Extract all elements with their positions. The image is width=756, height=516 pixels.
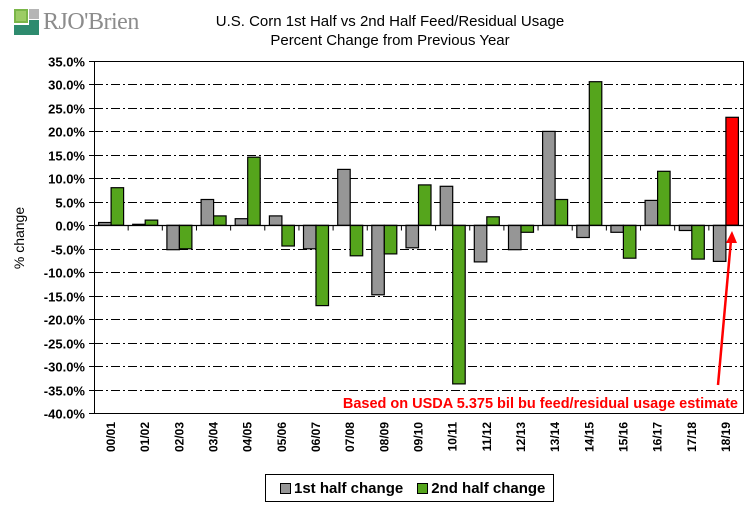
x-tick-label: 09/10 (412, 422, 426, 452)
bar-2nd-half (110, 187, 125, 226)
arrow-head-icon (726, 231, 737, 243)
x-tick-label: 16/17 (651, 422, 665, 452)
bar-1st-half (302, 224, 317, 250)
x-tick-label: 13/14 (548, 422, 562, 452)
x-tick-label: 05/06 (275, 422, 289, 452)
chart-subtitle: Percent Change from Previous Year (270, 32, 510, 49)
bar-1st-half (610, 224, 625, 233)
legend-item-2nd-half: 2nd half change (417, 480, 545, 497)
y-tick-label: -30.0% (44, 360, 86, 375)
bar-1st-half (405, 224, 420, 249)
x-tick-label: 02/03 (172, 422, 186, 452)
bars (97, 81, 740, 385)
bar-2nd-half (691, 224, 705, 260)
x-tick-label: 12/13 (514, 422, 528, 452)
x-tick-label: 18/19 (719, 422, 733, 452)
y-tick-label: -35.0% (44, 384, 86, 399)
x-tick-label: 07/08 (343, 422, 357, 452)
legend-swatch-2nd-half (417, 482, 429, 494)
plot-border (94, 61, 744, 414)
y-tick-label: -15.0% (44, 290, 86, 305)
bar-1st-half (371, 224, 385, 296)
x-tick-label: 01/02 (138, 422, 152, 452)
y-tick-label: -5.0% (51, 243, 85, 258)
y-tick-label: 20.0% (48, 125, 85, 140)
x-tick-label: 14/15 (582, 422, 596, 452)
bar-2nd-half (520, 224, 535, 233)
logo-text: RJO'Brien (43, 8, 139, 35)
rjobrien-logo: RJO'Brien (14, 8, 139, 36)
y-tick-label: -40.0% (44, 407, 86, 422)
legend-item-1st-half: 1st half change (280, 480, 403, 497)
bar-2nd-half (486, 216, 500, 226)
y-tick-label: 30.0% (48, 78, 85, 93)
bar-2nd-half (725, 116, 740, 226)
bar-2nd-half (144, 219, 159, 226)
bar-2nd-half (452, 224, 466, 385)
bar-2nd-half (247, 156, 261, 226)
bar-2nd-half (315, 224, 330, 307)
bar-1st-half (541, 130, 556, 226)
legend-label-1st-half: 1st half change (294, 479, 404, 497)
chart-title: U.S. Corn 1st Half vs 2nd Half Feed/Resi… (215, 13, 565, 30)
bar-1st-half (507, 224, 522, 251)
bar-1st-half (712, 224, 727, 263)
y-tick-label: 0.0% (55, 219, 85, 234)
y-tick-label: 10.0% (48, 172, 85, 187)
bar-2nd-half (554, 198, 569, 226)
y-tick-label: -10.0% (44, 266, 86, 281)
x-tick-label: 08/09 (377, 422, 391, 452)
bar-2nd-half (656, 170, 671, 226)
bar-2nd-half (213, 215, 227, 226)
y-tick-label: 15.0% (48, 149, 85, 164)
bar-1st-half (97, 221, 112, 226)
x-tick-label: 15/16 (616, 422, 630, 452)
x-tick-label: 06/07 (309, 422, 323, 452)
y-tick-label: 35.0% (48, 55, 85, 70)
bar-2nd-half (281, 224, 295, 247)
bar-1st-half (644, 199, 659, 226)
gridlines (94, 84, 743, 414)
axes (89, 61, 744, 414)
y-axis-label: % change (11, 207, 27, 269)
bar-1st-half (439, 185, 454, 226)
y-tick-label: -25.0% (44, 337, 86, 352)
bar-1st-half (268, 215, 283, 226)
annotation-text: Based on USDA 5.375 bil bu feed/residual… (343, 396, 738, 412)
chart-title-block: U.S. Corn 1st Half vs 2nd Half Feed/Resi… (180, 12, 600, 50)
arrow-shaft (716, 239, 733, 386)
bar-2nd-half (622, 224, 637, 259)
y-tick-label: 25.0% (48, 102, 85, 117)
y-tick-labels: 35.0% 30.0% 25.0% 20.0% 15.0% 10.0% 5.0% 0.0% -5… (44, 55, 86, 422)
x-tick-label: 10/11 (446, 422, 460, 452)
bar-2nd-half (178, 224, 193, 250)
y-tick-label: 5.0% (55, 196, 85, 211)
bar-1st-half (200, 198, 215, 226)
x-tick-label: 00/01 (104, 422, 118, 452)
bar-2nd-half (349, 224, 364, 257)
legend-label-2nd-half: 2nd half change (431, 479, 546, 497)
x-tick-label: 03/04 (207, 422, 221, 452)
x-tick-label: 17/18 (685, 422, 699, 452)
x-tick-label: 11/12 (480, 422, 494, 452)
legend: 1st half change 2nd half change (265, 474, 555, 502)
legend-swatch-1st-half (280, 482, 291, 494)
bar-2nd-half (417, 184, 432, 226)
y-tick-label: -20.0% (44, 313, 86, 328)
bar-1st-half (337, 168, 351, 226)
bar-1st-half (473, 224, 488, 263)
bar-2nd-half (383, 224, 398, 255)
bar-1st-half (576, 224, 590, 239)
bar-1st-half (234, 218, 249, 226)
bar-2nd-half (588, 81, 603, 226)
x-tick-labels: 00/01 01/02 02/03 03/04 04/05 05/06 06/07 07/08… (104, 422, 733, 452)
x-tick-label: 04/05 (241, 422, 255, 452)
logo-mark-icon (14, 9, 40, 35)
bar-1st-half (166, 224, 180, 251)
annotation-arrow (716, 231, 737, 386)
